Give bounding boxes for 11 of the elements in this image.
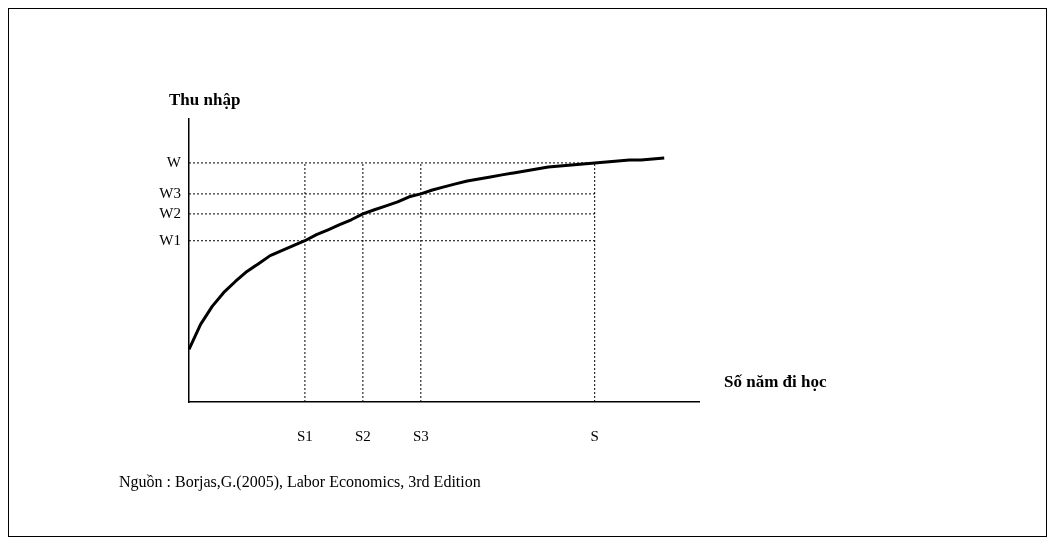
x-tick-label: S2 bbox=[354, 427, 371, 444]
ref-line-label: W bbox=[166, 153, 182, 170]
y-axis-title: Thu nhập bbox=[169, 90, 241, 109]
x-tick-label: S bbox=[590, 427, 599, 444]
ref-line-label: W3 bbox=[159, 184, 181, 201]
x-axis-title: Số năm đi học bbox=[724, 372, 827, 391]
text: Nguồn : Borjas,G.(2005), Labor Economics, 3rd Edition bbox=[119, 473, 481, 491]
x-tick-label: S3 bbox=[412, 427, 429, 444]
x-tick-label: S1 bbox=[296, 427, 313, 444]
ref-line-label: W1 bbox=[159, 231, 181, 248]
ref-line-label: W2 bbox=[159, 204, 181, 221]
